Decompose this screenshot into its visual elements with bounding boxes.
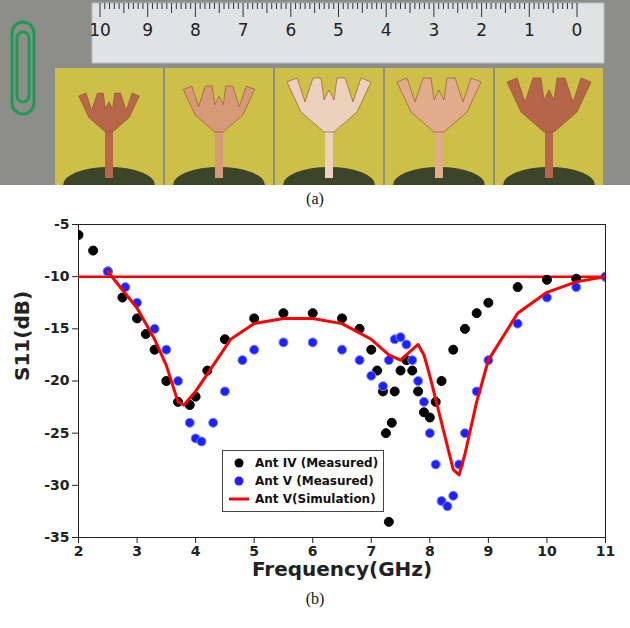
svg-text:6: 6 <box>307 543 318 560</box>
svg-text:11: 11 <box>596 543 615 559</box>
svg-text:9: 9 <box>484 543 494 559</box>
svg-text:8: 8 <box>190 20 201 40</box>
svg-text:7: 7 <box>238 20 249 40</box>
html-text:(a): (a) <box>306 190 324 207</box>
svg-text:8: 8 <box>425 543 435 560</box>
svg-text:5: 5 <box>249 543 259 560</box>
svg-text:7: 7 <box>366 543 377 560</box>
svg-text:10: 10 <box>89 20 111 40</box>
svg-text:6: 6 <box>285 20 296 40</box>
svg-text:10: 10 <box>537 543 557 559</box>
svg-text:0: 0 <box>572 20 583 40</box>
svg-text:-5: -5 <box>54 216 70 232</box>
svg-text:2: 2 <box>476 20 487 40</box>
svg-text:4: 4 <box>191 543 201 559</box>
svg-text:3: 3 <box>132 543 142 559</box>
svg-text:-35: -35 <box>44 529 69 545</box>
svg-text:-15: -15 <box>44 320 69 336</box>
svg-text:4: 4 <box>381 20 392 40</box>
svg-text:5: 5 <box>333 20 344 40</box>
html-text:(b): (b) <box>305 590 325 607</box>
html-text:Ant V (Measured): Ant V (Measured) <box>255 474 374 488</box>
svg-text:9: 9 <box>142 20 153 40</box>
svg-text:2: 2 <box>74 543 84 559</box>
svg-text:-30: -30 <box>44 477 70 493</box>
html-text:Ant V(Simulation): Ant V(Simulation) <box>255 492 376 506</box>
svg-text:-25: -25 <box>44 425 69 441</box>
svg-text:S11(dB): S11(dB) <box>10 291 34 381</box>
svg-text:1: 1 <box>524 20 535 40</box>
html-text:Ant IV (Measured): Ant IV (Measured) <box>255 456 379 470</box>
svg-text:3: 3 <box>428 20 439 40</box>
svg-text:-10: -10 <box>44 268 70 284</box>
svg-text:-20: -20 <box>44 372 70 388</box>
svg-text:Frequency(GHz): Frequency(GHz) <box>252 557 432 581</box>
